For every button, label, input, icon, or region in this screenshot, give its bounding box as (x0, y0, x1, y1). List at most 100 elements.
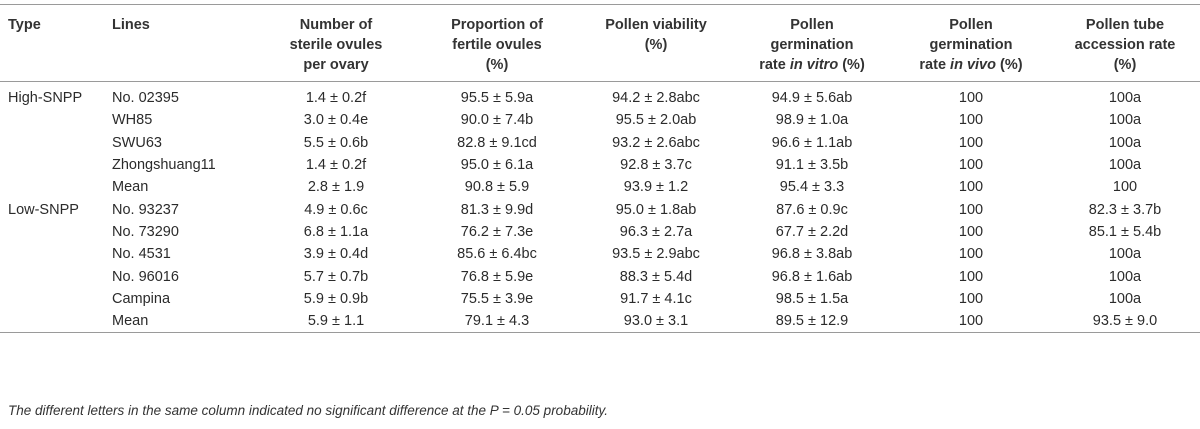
cell-vivo: 100 (958, 246, 984, 263)
table-row: No. 73290 6.8 ± 1.1a 76.2 ± 7.3e 96.3 ± … (0, 221, 1200, 243)
cell-type: High-SNPP (8, 90, 83, 107)
cell-vivo: 100 (958, 90, 984, 107)
cell-vitro: 91.1 ± 3.5b (775, 157, 849, 174)
cell-line: No. 73290 (112, 223, 179, 240)
cell-line: Zhongshuang11 (112, 157, 216, 174)
cell-viability: 93.0 ± 3.1 (623, 313, 689, 330)
cell-tube: 100a (1108, 134, 1142, 151)
cell-viability: 93.2 ± 2.6abc (612, 134, 700, 151)
cell-type (0, 176, 108, 198)
header-germination-in-vitro: Pollen germination rate in vitro (%) (759, 17, 865, 73)
cell-tube: 100a (1108, 246, 1142, 263)
cell-line: Mean (112, 313, 149, 330)
header-pollen-tube-accession: Pollen tube accession rate (%) (1074, 17, 1176, 73)
cell-viability: 94.2 ± 2.8abc (612, 90, 700, 107)
cell-fertile: 79.1 ± 4.3 (464, 313, 530, 330)
cell-sterile: 1.4 ± 0.2f (305, 157, 367, 174)
cell-fertile: 75.5 ± 3.9e (460, 290, 534, 307)
table-row: High-SNPP No. 02395 1.4 ± 0.2f 95.5 ± 5.… (0, 82, 1200, 110)
cell-vitro: 96.8 ± 1.6ab (771, 268, 853, 285)
cell-sterile: 4.9 ± 0.6c (304, 201, 368, 218)
table-row: No. 96016 5.7 ± 0.7b 76.8 ± 5.9e 88.3 ± … (0, 265, 1200, 287)
cell-line: No. 02395 (112, 90, 179, 107)
cell-type (0, 265, 108, 287)
cell-line: WH85 (112, 112, 153, 129)
table-row: Low-SNPP No. 93237 4.9 ± 0.6c 81.3 ± 9.9… (0, 198, 1200, 220)
cell-sterile: 5.9 ± 1.1 (307, 313, 365, 330)
cell-sterile: 1.4 ± 0.2f (305, 90, 367, 107)
cell-vitro: 94.9 ± 5.6ab (771, 90, 853, 107)
cell-vivo: 100 (958, 157, 984, 174)
cell-viability: 91.7 ± 4.1c (620, 290, 692, 307)
cell-viability: 95.5 ± 2.0ab (615, 112, 697, 129)
cell-tube: 100 (1112, 179, 1138, 196)
cell-line: No. 96016 (112, 268, 179, 285)
cell-viability: 93.9 ± 1.2 (623, 179, 689, 196)
cell-sterile: 2.8 ± 1.9 (307, 179, 365, 196)
cell-vivo: 100 (958, 179, 984, 196)
cell-line: Mean (112, 179, 149, 196)
cell-type (0, 109, 108, 131)
cell-viability: 88.3 ± 5.4d (619, 268, 693, 285)
table-footnote: The different letters in the same column… (8, 403, 608, 418)
table-row: Mean 5.9 ± 1.1 79.1 ± 4.3 93.0 ± 3.1 89.… (0, 310, 1200, 333)
cell-sterile: 3.9 ± 0.4d (303, 246, 369, 263)
cell-tube: 100a (1108, 290, 1142, 307)
header-sterile-ovules: Number of sterile ovules per ovary (289, 17, 383, 73)
cell-fertile: 95.5 ± 5.9a (460, 90, 534, 107)
cell-vivo: 100 (958, 290, 984, 307)
cell-viability: 92.8 ± 3.7c (620, 157, 692, 174)
cell-type (0, 310, 108, 333)
cell-viability: 95.0 ± 1.8ab (615, 201, 697, 218)
cell-vivo: 100 (958, 223, 984, 240)
cell-vivo: 100 (958, 134, 984, 151)
cell-vitro: 96.8 ± 3.8ab (771, 246, 853, 263)
table-row: Mean 2.8 ± 1.9 90.8 ± 5.9 93.9 ± 1.2 95.… (0, 176, 1200, 198)
cell-sterile: 6.8 ± 1.1a (303, 223, 369, 240)
header-fertile-ovules: Proportion of fertile ovules (%) (451, 17, 543, 73)
cell-viability: 93.5 ± 2.9abc (612, 246, 700, 263)
cell-fertile: 95.0 ± 6.1a (460, 157, 534, 174)
cell-tube: 82.3 ± 3.7b (1088, 201, 1162, 218)
cell-type: Low-SNPP (8, 201, 79, 218)
cell-tube: 85.1 ± 5.4b (1088, 223, 1162, 240)
table-row: Zhongshuang11 1.4 ± 0.2f 95.0 ± 6.1a 92.… (0, 154, 1200, 176)
cell-type (0, 132, 108, 154)
cell-fertile: 81.3 ± 9.9d (460, 201, 534, 218)
cell-type (0, 221, 108, 243)
cell-vitro: 98.9 ± 1.0a (775, 112, 849, 129)
cell-vivo: 100 (958, 201, 984, 218)
cell-vitro: 95.4 ± 3.3 (779, 179, 845, 196)
header-pollen-viability: Pollen viability (%) (605, 17, 707, 53)
cell-line: Campina (112, 290, 171, 307)
cell-vivo: 100 (958, 268, 984, 285)
cell-fertile: 85.6 ± 6.4bc (457, 246, 537, 263)
cell-vitro: 96.6 ± 1.1ab (771, 134, 853, 151)
cell-line: No. 93237 (112, 201, 179, 218)
cell-tube: 100a (1108, 112, 1142, 129)
cell-line: SWU63 (112, 134, 162, 151)
cell-vitro: 87.6 ± 0.9c (776, 201, 848, 218)
data-table: Type Lines Number of sterile ovules per … (0, 4, 1200, 333)
cell-fertile: 76.8 ± 5.9e (460, 268, 534, 285)
header-germination-in-vivo: Pollen germination rate in vivo (%) (919, 17, 1023, 73)
cell-line: No. 4531 (112, 246, 171, 263)
cell-tube: 100a (1108, 90, 1142, 107)
cell-vitro: 98.5 ± 1.5a (775, 290, 849, 307)
cell-fertile: 90.0 ± 7.4b (460, 112, 534, 129)
cell-tube: 100a (1108, 268, 1142, 285)
table-row: WH85 3.0 ± 0.4e 90.0 ± 7.4b 95.5 ± 2.0ab… (0, 109, 1200, 131)
cell-sterile: 5.9 ± 0.9b (303, 290, 369, 307)
cell-sterile: 5.7 ± 0.7b (303, 268, 369, 285)
cell-vivo: 100 (958, 313, 984, 330)
table-row: SWU63 5.5 ± 0.6b 82.8 ± 9.1cd 93.2 ± 2.6… (0, 132, 1200, 154)
cell-viability: 96.3 ± 2.7a (619, 223, 693, 240)
cell-sterile: 5.5 ± 0.6b (303, 134, 369, 151)
cell-fertile: 76.2 ± 7.3e (460, 223, 534, 240)
cell-vivo: 100 (958, 112, 984, 129)
cell-type (0, 243, 108, 265)
header-row: Type Lines Number of sterile ovules per … (0, 4, 1200, 82)
cell-fertile: 82.8 ± 9.1cd (457, 134, 537, 151)
cell-type (0, 154, 108, 176)
